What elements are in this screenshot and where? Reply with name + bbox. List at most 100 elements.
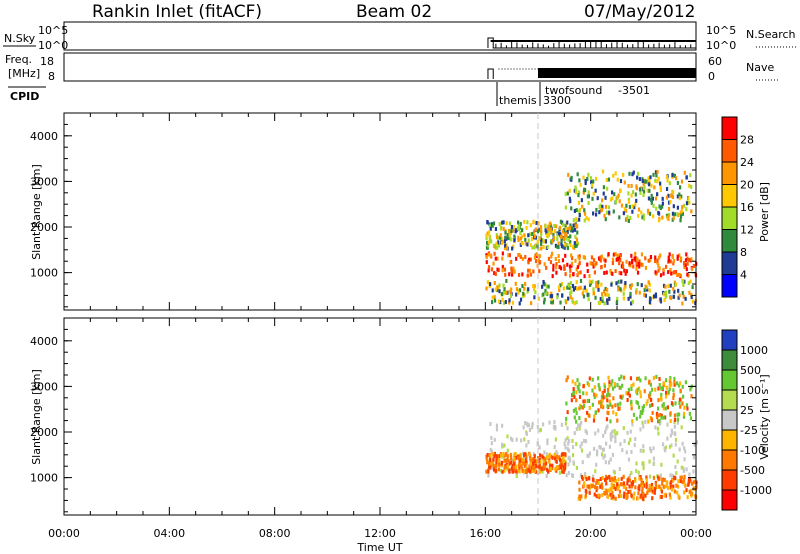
colorbar-swatch (722, 450, 737, 470)
velocity-colorbar-label: Velocity [m s⁻¹] (758, 374, 771, 459)
data-cell (588, 490, 591, 495)
data-cell (558, 225, 562, 230)
data-cell (566, 262, 569, 267)
data-cell (577, 496, 580, 501)
data-cell (486, 280, 489, 285)
data-cell (531, 464, 534, 469)
data-cell (510, 287, 513, 292)
data-cell (578, 394, 582, 399)
data-cell (567, 283, 570, 288)
data-cell (515, 287, 519, 292)
data-cell (676, 417, 679, 422)
data-cell (562, 458, 566, 463)
data-cell (630, 406, 633, 411)
data-cell (672, 478, 675, 483)
data-cell (562, 469, 565, 474)
data-cell (605, 270, 608, 275)
data-cell (556, 232, 559, 237)
data-cell (666, 178, 669, 183)
data-cell (631, 260, 634, 265)
data-cell (582, 190, 585, 195)
data-cell (664, 406, 667, 411)
data-cell (662, 415, 665, 420)
data-cell (506, 467, 509, 472)
data-cell (567, 172, 570, 177)
data-cell (543, 464, 546, 469)
data-cell (631, 422, 634, 427)
data-cell (648, 188, 651, 193)
data-cell (579, 285, 582, 290)
data-cell (644, 419, 647, 424)
data-cell (682, 394, 685, 399)
data-cell (683, 265, 686, 270)
data-cell (662, 267, 665, 272)
data-cell (629, 489, 632, 494)
data-cell (521, 284, 524, 289)
data-cell (544, 228, 547, 233)
data-cell (640, 493, 643, 498)
data-cell (673, 173, 677, 178)
station-title: Rankin Inlet (fitACF) (92, 2, 262, 22)
colorbar-swatch (722, 410, 737, 430)
data-cell (676, 180, 680, 185)
data-cell (515, 474, 518, 479)
data-cell (515, 292, 518, 297)
data-cell (630, 401, 633, 406)
freq-tick-top: 18 (40, 55, 54, 68)
data-cell (678, 397, 682, 402)
data-cell (534, 466, 537, 471)
data-cell (627, 183, 630, 188)
data-cell (510, 455, 513, 460)
data-cell (586, 398, 590, 403)
data-cell (629, 429, 632, 434)
data-cell (596, 196, 599, 201)
data-cell (647, 258, 650, 263)
data-cell (489, 224, 492, 229)
data-cell (642, 464, 645, 469)
data-cell (595, 207, 598, 212)
data-cell (504, 458, 508, 463)
data-cell (584, 399, 587, 404)
data-cell (496, 245, 499, 250)
data-cell (592, 179, 595, 184)
data-cell (491, 295, 494, 300)
data-cell (558, 265, 561, 270)
data-cell (518, 301, 521, 306)
data-cell (650, 200, 653, 205)
data-cell (583, 403, 586, 408)
data-cell (624, 208, 628, 213)
data-cell (626, 215, 629, 220)
data-cell (523, 452, 526, 457)
data-cell (511, 300, 515, 305)
data-cell (591, 388, 594, 393)
data-cell (593, 492, 596, 497)
data-cell (602, 433, 605, 438)
data-cell (567, 438, 571, 443)
data-cell (511, 246, 514, 251)
data-cell (597, 480, 600, 485)
data-cell (627, 391, 630, 396)
y-tick-label: 4000 (30, 335, 58, 348)
data-cell (492, 463, 495, 468)
data-cell (679, 258, 683, 263)
data-cell (510, 466, 513, 471)
data-cell (609, 457, 612, 462)
data-cell (579, 423, 582, 428)
data-cell (689, 387, 692, 392)
y-tick-label: 3000 (30, 175, 58, 188)
data-cell (526, 289, 529, 294)
data-cell (501, 256, 504, 261)
data-cell (608, 380, 611, 385)
nsearch-tick-bottom: 10^0 (706, 39, 736, 52)
data-cell (672, 261, 675, 266)
data-cell (618, 377, 621, 382)
data-cell (661, 196, 664, 201)
data-cell (652, 172, 655, 177)
data-cell (690, 293, 693, 298)
data-cell (606, 398, 609, 403)
data-cell (659, 187, 662, 192)
data-cell (501, 251, 504, 256)
data-cell (542, 455, 545, 460)
colorbar-swatch (722, 207, 737, 230)
data-cell (617, 193, 620, 198)
